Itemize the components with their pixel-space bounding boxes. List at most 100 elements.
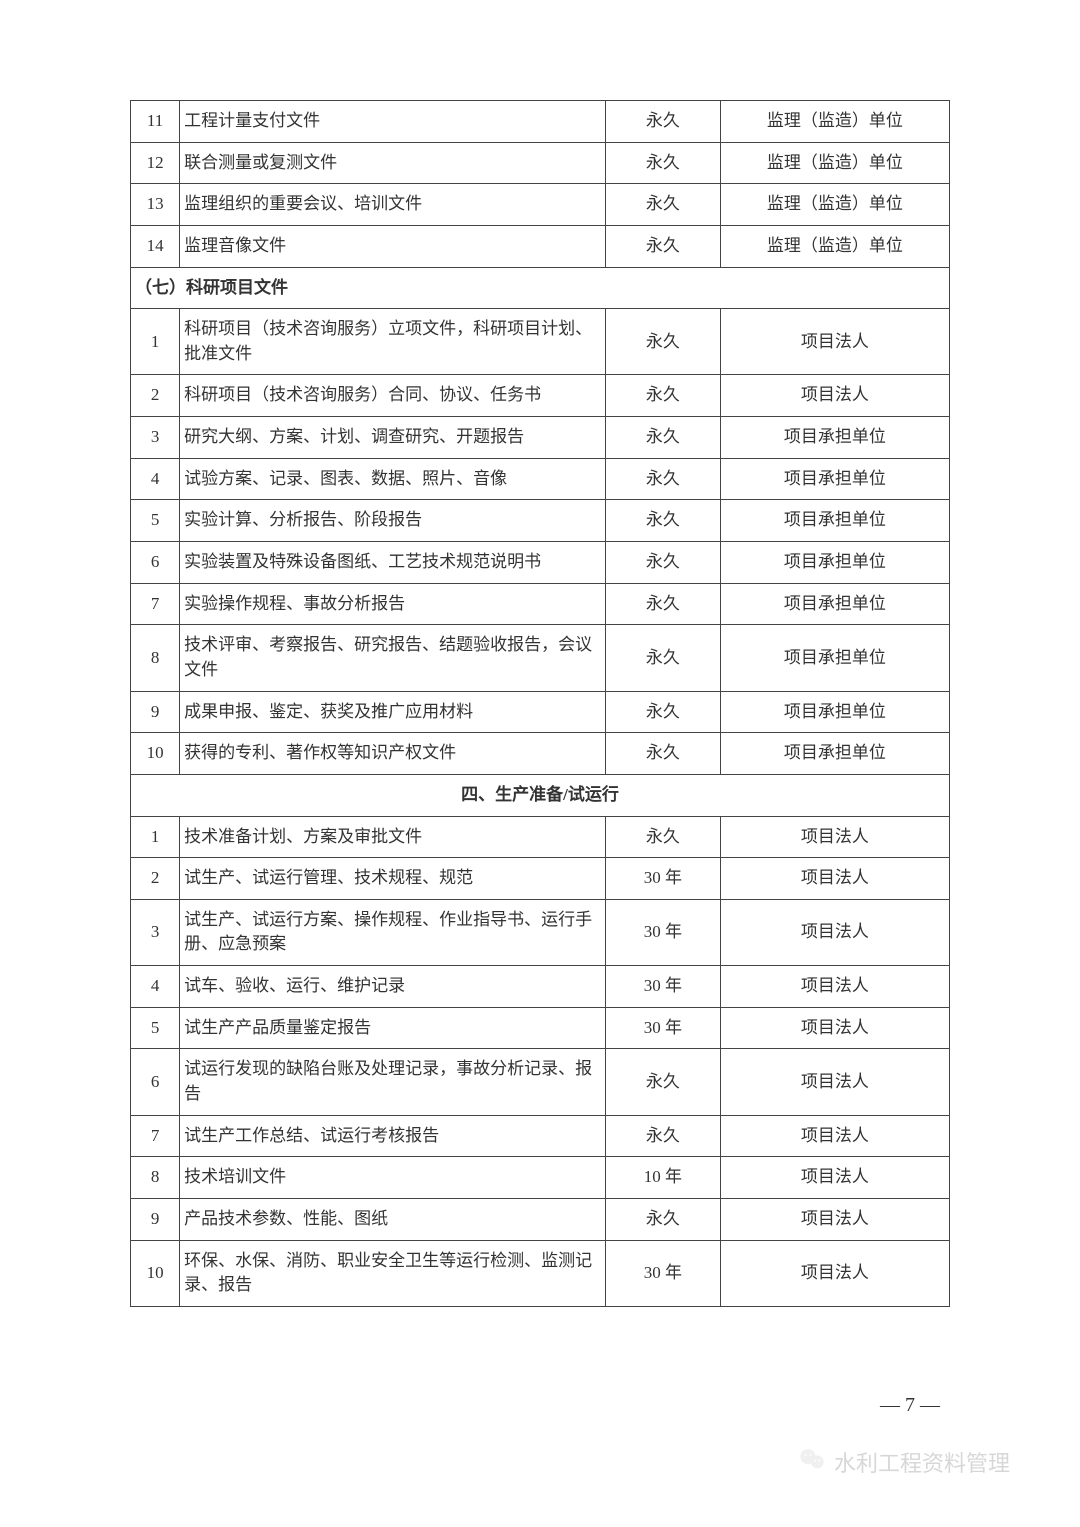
cell-owner: 项目承担单位 [720, 417, 949, 459]
cell-index: 11 [131, 101, 180, 143]
cell-owner: 项目承担单位 [720, 583, 949, 625]
cell-index: 1 [131, 816, 180, 858]
cell-owner: 监理（监造）单位 [720, 184, 949, 226]
cell-index: 4 [131, 966, 180, 1008]
cell-desc: 技术准备计划、方案及审批文件 [180, 816, 606, 858]
cell-term: 永久 [606, 1198, 721, 1240]
cell-term: 永久 [606, 225, 721, 267]
cell-index: 3 [131, 899, 180, 965]
cell-desc: 工程计量支付文件 [180, 101, 606, 143]
table-row: 9 成果申报、鉴定、获奖及推广应用材料 永久 项目承担单位 [131, 691, 950, 733]
page-number: — 7 — [880, 1394, 940, 1417]
cell-desc: 获得的专利、著作权等知识产权文件 [180, 733, 606, 775]
table-row: 1 技术准备计划、方案及审批文件 永久 项目法人 [131, 816, 950, 858]
cell-index: 7 [131, 583, 180, 625]
cell-owner: 项目承担单位 [720, 458, 949, 500]
cell-term: 永久 [606, 1049, 721, 1115]
cell-index: 3 [131, 417, 180, 459]
cell-desc: 试生产、试运行方案、操作规程、作业指导书、运行手册、应急预案 [180, 899, 606, 965]
cell-desc: 研究大纲、方案、计划、调查研究、开题报告 [180, 417, 606, 459]
table-row: 8 技术培训文件 10 年 项目法人 [131, 1157, 950, 1199]
table-row: 2 试生产、试运行管理、技术规程、规范 30 年 项目法人 [131, 858, 950, 900]
watermark: 水利工程资料管理 [798, 1445, 1010, 1479]
cell-term: 永久 [606, 691, 721, 733]
cell-owner: 项目承担单位 [720, 625, 949, 691]
cell-index: 6 [131, 542, 180, 584]
section-head-row: 四、生产准备/试运行 [131, 774, 950, 816]
cell-index: 2 [131, 858, 180, 900]
cell-term: 30 年 [606, 1007, 721, 1049]
cell-term: 30 年 [606, 1240, 721, 1306]
cell-owner: 项目承担单位 [720, 500, 949, 542]
cell-index: 8 [131, 625, 180, 691]
cell-desc: 试生产工作总结、试运行考核报告 [180, 1115, 606, 1157]
table-row: 5 实验计算、分析报告、阶段报告 永久 项目承担单位 [131, 500, 950, 542]
cell-term: 永久 [606, 583, 721, 625]
cell-owner: 项目承担单位 [720, 542, 949, 584]
cell-desc: 实验装置及特殊设备图纸、工艺技术规范说明书 [180, 542, 606, 584]
cell-term: 30 年 [606, 858, 721, 900]
cell-desc: 实验操作规程、事故分析报告 [180, 583, 606, 625]
cell-term: 永久 [606, 142, 721, 184]
cell-desc: 试运行发现的缺陷台账及处理记录，事故分析记录、报告 [180, 1049, 606, 1115]
section-subhead: （七）科研项目文件 [131, 267, 950, 309]
cell-term: 永久 [606, 816, 721, 858]
cell-desc: 联合测量或复测文件 [180, 142, 606, 184]
cell-term: 永久 [606, 500, 721, 542]
cell-index: 6 [131, 1049, 180, 1115]
cell-owner: 项目法人 [720, 1240, 949, 1306]
table-row: 10 环保、水保、消防、职业安全卫生等运行检测、监测记录、报告 30 年 项目法… [131, 1240, 950, 1306]
cell-desc: 科研项目（技术咨询服务）合同、协议、任务书 [180, 375, 606, 417]
cell-index: 9 [131, 1198, 180, 1240]
wechat-icon [798, 1445, 826, 1479]
table-row: 13 监理组织的重要会议、培训文件 永久 监理（监造）单位 [131, 184, 950, 226]
cell-term: 永久 [606, 375, 721, 417]
cell-index: 2 [131, 375, 180, 417]
cell-term: 30 年 [606, 966, 721, 1008]
cell-index: 9 [131, 691, 180, 733]
table-row: 1 科研项目（技术咨询服务）立项文件，科研项目计划、批准文件 永久 项目法人 [131, 309, 950, 375]
cell-index: 1 [131, 309, 180, 375]
cell-index: 13 [131, 184, 180, 226]
cell-desc: 产品技术参数、性能、图纸 [180, 1198, 606, 1240]
table-row: 8 技术评审、考察报告、研究报告、结题验收报告，会议文件 永久 项目承担单位 [131, 625, 950, 691]
cell-owner: 项目法人 [720, 1115, 949, 1157]
cell-term: 永久 [606, 309, 721, 375]
cell-desc: 技术培训文件 [180, 1157, 606, 1199]
cell-term: 永久 [606, 184, 721, 226]
cell-owner: 项目法人 [720, 858, 949, 900]
cell-owner: 项目法人 [720, 1007, 949, 1049]
cell-desc: 试车、验收、运行、维护记录 [180, 966, 606, 1008]
table-row: 6 试运行发现的缺陷台账及处理记录，事故分析记录、报告 永久 项目法人 [131, 1049, 950, 1115]
cell-index: 7 [131, 1115, 180, 1157]
cell-index: 14 [131, 225, 180, 267]
table-row: 4 试车、验收、运行、维护记录 30 年 项目法人 [131, 966, 950, 1008]
cell-owner: 项目法人 [720, 966, 949, 1008]
cell-owner: 监理（监造）单位 [720, 101, 949, 143]
cell-term: 10 年 [606, 1157, 721, 1199]
cell-owner: 项目法人 [720, 899, 949, 965]
cell-term: 永久 [606, 1115, 721, 1157]
cell-desc: 试验方案、记录、图表、数据、照片、音像 [180, 458, 606, 500]
table-row: 11 工程计量支付文件 永久 监理（监造）单位 [131, 101, 950, 143]
table-row: 5 试生产产品质量鉴定报告 30 年 项目法人 [131, 1007, 950, 1049]
section-head: 四、生产准备/试运行 [131, 774, 950, 816]
cell-owner: 项目法人 [720, 816, 949, 858]
cell-desc: 实验计算、分析报告、阶段报告 [180, 500, 606, 542]
cell-term: 永久 [606, 417, 721, 459]
cell-desc: 试生产产品质量鉴定报告 [180, 1007, 606, 1049]
cell-index: 12 [131, 142, 180, 184]
cell-index: 5 [131, 500, 180, 542]
cell-owner: 项目法人 [720, 309, 949, 375]
cell-desc: 监理音像文件 [180, 225, 606, 267]
cell-term: 永久 [606, 625, 721, 691]
cell-owner: 项目承担单位 [720, 733, 949, 775]
table-row: 6 实验装置及特殊设备图纸、工艺技术规范说明书 永久 项目承担单位 [131, 542, 950, 584]
cell-term: 30 年 [606, 899, 721, 965]
table-row: 2 科研项目（技术咨询服务）合同、协议、任务书 永久 项目法人 [131, 375, 950, 417]
cell-owner: 监理（监造）单位 [720, 225, 949, 267]
cell-owner: 项目法人 [720, 1198, 949, 1240]
section-subhead-row: （七）科研项目文件 [131, 267, 950, 309]
cell-owner: 项目法人 [720, 375, 949, 417]
cell-owner: 项目法人 [720, 1157, 949, 1199]
